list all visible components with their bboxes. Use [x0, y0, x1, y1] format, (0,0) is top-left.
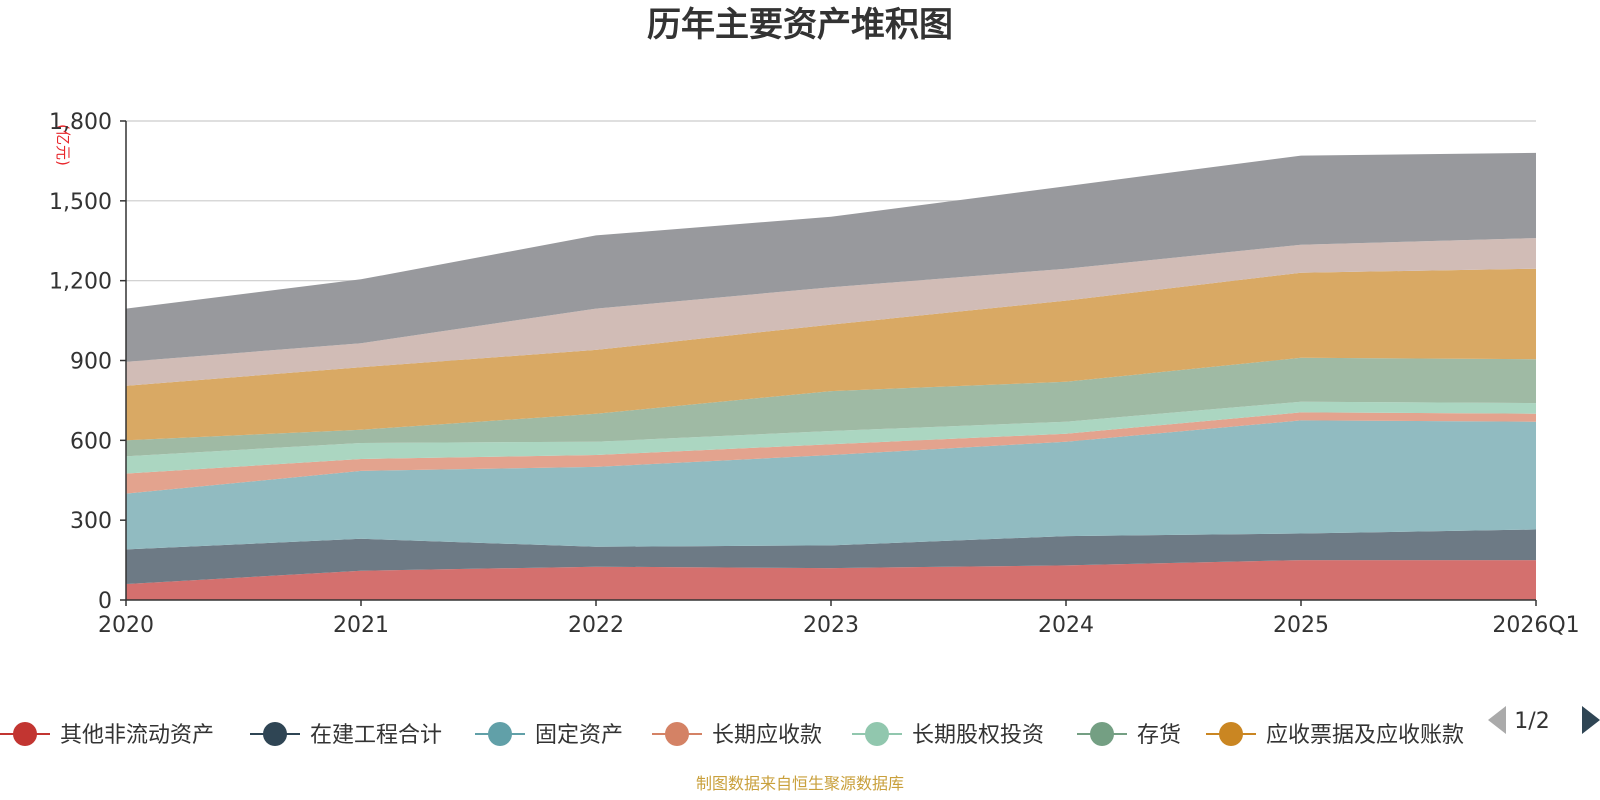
- legend-label: 长期应收款: [712, 723, 822, 748]
- y-tick-label: 300: [70, 509, 112, 534]
- legend-marker-icon: [13, 722, 37, 746]
- x-tick-label: 2020: [98, 613, 154, 638]
- x-tick-label: 2026Q1: [1492, 613, 1579, 638]
- y-axis-unit-label: (亿元): [54, 124, 72, 166]
- legend-marker-icon: [1219, 722, 1243, 746]
- legend-item[interactable]: 长期应收款: [652, 722, 822, 748]
- x-tick-label: 2021: [333, 613, 389, 638]
- x-tick-label: 2025: [1273, 613, 1329, 638]
- legend-item[interactable]: 固定资产: [475, 722, 623, 748]
- legend-next-icon[interactable]: [1582, 706, 1600, 734]
- legend: 其他非流动资产 在建工程合计 固定资产 长期应收款 长期股权投资 存货 应收票据及应收账款: [0, 722, 1464, 748]
- legend-label: 应收票据及应收账款: [1266, 723, 1464, 748]
- legend-marker-icon: [488, 722, 512, 746]
- legend-prev-icon[interactable]: [1488, 706, 1506, 734]
- y-tick-label: 600: [70, 429, 112, 454]
- area-series-group: [126, 152, 1536, 600]
- source-note: 制图数据来自恒生聚源数据库: [696, 774, 904, 793]
- legend-marker-icon: [865, 722, 889, 746]
- legend-item[interactable]: 长期股权投资: [852, 722, 1044, 748]
- area-series-2[interactable]: [126, 529, 1536, 585]
- legend-label: 其他非流动资产: [60, 723, 214, 748]
- legend-item[interactable]: 在建工程合计: [250, 722, 442, 748]
- legend-item[interactable]: 存货: [1077, 722, 1181, 748]
- area-series-4[interactable]: [126, 412, 1536, 494]
- x-tick-label: 2024: [1038, 613, 1094, 638]
- legend-label: 长期股权投资: [912, 723, 1044, 748]
- y-tick-label: 1,200: [49, 270, 112, 295]
- legend-item[interactable]: 其他非流动资产: [0, 722, 214, 748]
- legend-marker-icon: [1090, 722, 1114, 746]
- x-tick-label: 2022: [568, 613, 624, 638]
- area-series-7[interactable]: [126, 268, 1536, 441]
- area-series-9[interactable]: [126, 152, 1536, 362]
- area-series-1[interactable]: [126, 560, 1536, 600]
- legend-pager: 1/2: [1488, 706, 1600, 734]
- area-series-8[interactable]: [126, 238, 1536, 386]
- y-tick-label: 900: [70, 350, 112, 375]
- legend-item[interactable]: 应收票据及应收账款: [1206, 722, 1464, 748]
- legend-marker-icon: [263, 722, 287, 746]
- legend-label: 在建工程合计: [310, 723, 442, 748]
- legend-marker-icon: [665, 722, 689, 746]
- legend-page-indicator: 1/2: [1514, 709, 1549, 734]
- chart-title: 历年主要资产堆积图: [647, 5, 953, 45]
- y-tick-label: 0: [98, 589, 112, 614]
- y-tick-label: 1,800: [49, 110, 112, 135]
- legend-label: 固定资产: [535, 723, 623, 748]
- area-series-3[interactable]: [126, 420, 1536, 550]
- y-tick-label: 1,500: [49, 190, 112, 215]
- axes: 0 300 600 900 1,200 1,500 1,800 2020 2021 2022 202…: [49, 110, 1580, 638]
- area-series-5[interactable]: [126, 401, 1536, 474]
- area-series-6[interactable]: [126, 357, 1536, 457]
- legend-label: 存货: [1137, 723, 1181, 748]
- x-tick-label: 2023: [803, 613, 859, 638]
